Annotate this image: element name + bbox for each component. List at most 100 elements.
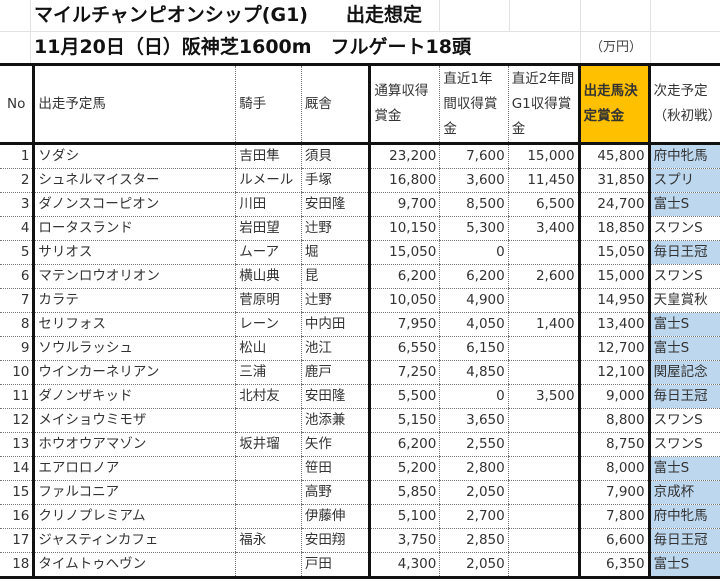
cell-stable[interactable]: 辻野: [300, 216, 370, 241]
cell-next-race[interactable]: 毎日王冠: [647, 240, 720, 265]
cell-total-earnings[interactable]: 4,300: [368, 552, 440, 579]
cell-total-earnings[interactable]: 6,200: [368, 432, 440, 457]
cell-horse[interactable]: クリノプレミアム: [32, 504, 236, 529]
cell-decision-earnings[interactable]: 14,950: [577, 288, 650, 313]
cell-recent-2y-g1-earnings[interactable]: [507, 504, 580, 529]
cell-jockey[interactable]: ルメール: [235, 168, 302, 193]
cell-total-earnings[interactable]: 5,100: [368, 504, 440, 529]
cell-stable[interactable]: 辻野: [300, 288, 370, 313]
header-horse[interactable]: 出走予定馬: [32, 63, 236, 145]
cell-decision-earnings[interactable]: 24,700: [577, 192, 650, 217]
cell-recent-2y-g1-earnings[interactable]: [507, 360, 580, 385]
cell-jockey[interactable]: 三浦: [235, 360, 302, 385]
cell-next-race[interactable]: 毎日王冠: [647, 528, 720, 553]
cell-next-race[interactable]: 富士S: [647, 192, 720, 217]
cell-recent-1y-earnings[interactable]: 2,550: [439, 432, 509, 457]
cell-recent-2y-g1-earnings[interactable]: 3,400: [507, 216, 580, 241]
cell-horse[interactable]: シュネルマイスター: [32, 168, 236, 193]
cell-next-race[interactable]: 富士S: [647, 312, 720, 337]
cell-jockey[interactable]: ムーア: [235, 240, 302, 265]
cell-horse[interactable]: マテンロウオリオン: [32, 264, 236, 289]
cell-stable[interactable]: 手塚: [300, 168, 370, 193]
cell-decision-earnings[interactable]: 31,850: [577, 168, 650, 193]
cell-recent-2y-g1-earnings[interactable]: [507, 480, 580, 505]
cell-horse[interactable]: ロータスランド: [32, 216, 236, 241]
cell-recent-1y-earnings[interactable]: 6,150: [439, 336, 509, 361]
cell-total-earnings[interactable]: 7,950: [368, 312, 440, 337]
cell-decision-earnings[interactable]: 45,800: [577, 143, 650, 169]
cell-decision-earnings[interactable]: 6,350: [577, 552, 650, 579]
cell-next-race[interactable]: スワンS: [647, 216, 720, 241]
cell-total-earnings[interactable]: 7,250: [368, 360, 440, 385]
cell-no[interactable]: 9: [0, 336, 34, 361]
cell-total-earnings[interactable]: 5,150: [368, 408, 440, 433]
cell-decision-earnings[interactable]: 12,700: [577, 336, 650, 361]
cell-total-earnings[interactable]: 5,850: [368, 480, 440, 505]
cell-no[interactable]: 18: [0, 552, 34, 579]
cell-no[interactable]: 2: [0, 168, 34, 193]
cell-decision-earnings[interactable]: 13,400: [577, 312, 650, 337]
cell-decision-earnings[interactable]: 8,000: [577, 456, 650, 481]
cell-next-race[interactable]: 富士S: [647, 336, 720, 361]
cell-stable[interactable]: 矢作: [300, 432, 370, 457]
cell-jockey[interactable]: [235, 456, 302, 481]
cell-total-earnings[interactable]: 5,500: [368, 384, 440, 409]
cell-recent-2y-g1-earnings[interactable]: 3,500: [507, 384, 580, 409]
cell-decision-earnings[interactable]: 12,100: [577, 360, 650, 385]
cell-recent-1y-earnings[interactable]: 0: [439, 240, 509, 265]
cell-recent-1y-earnings[interactable]: 8,500: [439, 192, 509, 217]
header-recent-2y-g1-earnings[interactable]: 直近2年間G1収得賞金: [507, 63, 580, 145]
cell-recent-1y-earnings[interactable]: 5,300: [439, 216, 509, 241]
cell-next-race[interactable]: 府中牝馬: [647, 143, 720, 169]
cell-no[interactable]: 11: [0, 384, 34, 409]
cell-horse[interactable]: メイショウミモザ: [32, 408, 236, 433]
cell-next-race[interactable]: 京成杯: [647, 480, 720, 505]
cell-next-race[interactable]: 関屋記念: [647, 360, 720, 385]
cell-recent-1y-earnings[interactable]: 7,600: [439, 143, 509, 169]
cell-no[interactable]: 17: [0, 528, 34, 553]
cell-next-race[interactable]: 毎日王冠: [647, 384, 720, 409]
cell-stable[interactable]: 昆: [300, 264, 370, 289]
cell-no[interactable]: 10: [0, 360, 34, 385]
cell-horse[interactable]: ソウルラッシュ: [32, 336, 236, 361]
cell-total-earnings[interactable]: 6,200: [368, 264, 440, 289]
cell-recent-1y-earnings[interactable]: 4,900: [439, 288, 509, 313]
cell-recent-1y-earnings[interactable]: 2,850: [439, 528, 509, 553]
cell-horse[interactable]: ダノンザキッド: [32, 384, 236, 409]
cell-decision-earnings[interactable]: 8,800: [577, 408, 650, 433]
cell-recent-2y-g1-earnings[interactable]: [507, 336, 580, 361]
cell-total-earnings[interactable]: 5,200: [368, 456, 440, 481]
cell-total-earnings[interactable]: 15,050: [368, 240, 440, 265]
cell-recent-1y-earnings[interactable]: 3,650: [439, 408, 509, 433]
cell-jockey[interactable]: 川田: [235, 192, 302, 217]
cell-stable[interactable]: 高野: [300, 480, 370, 505]
cell-jockey[interactable]: レーン: [235, 312, 302, 337]
cell-decision-earnings[interactable]: 18,850: [577, 216, 650, 241]
cell-total-earnings[interactable]: 3,750: [368, 528, 440, 553]
cell-recent-2y-g1-earnings[interactable]: [507, 288, 580, 313]
cell-recent-2y-g1-earnings[interactable]: [507, 528, 580, 553]
cell-horse[interactable]: エアロロノア: [32, 456, 236, 481]
cell-horse[interactable]: ソダシ: [32, 143, 236, 169]
cell-jockey[interactable]: 菅原明: [235, 288, 302, 313]
cell-horse[interactable]: カラテ: [32, 288, 236, 313]
cell-no[interactable]: 7: [0, 288, 34, 313]
cell-stable[interactable]: 須貝: [300, 143, 370, 169]
cell-next-race[interactable]: 富士S: [647, 456, 720, 481]
header-decision-earnings[interactable]: 出走馬決定賞金: [577, 63, 650, 145]
cell-stable[interactable]: 安田隆: [300, 192, 370, 217]
cell-stable[interactable]: 鹿戸: [300, 360, 370, 385]
cell-total-earnings[interactable]: 16,800: [368, 168, 440, 193]
cell-total-earnings[interactable]: 9,700: [368, 192, 440, 217]
cell-stable[interactable]: 池江: [300, 336, 370, 361]
cell-horse[interactable]: タイムトゥヘヴン: [32, 552, 236, 579]
cell-total-earnings[interactable]: 10,050: [368, 288, 440, 313]
cell-next-race[interactable]: 富士S: [647, 552, 720, 579]
cell-jockey[interactable]: 北村友: [235, 384, 302, 409]
header-stable[interactable]: 厩舎: [300, 63, 370, 145]
cell-recent-2y-g1-earnings[interactable]: [507, 408, 580, 433]
cell-total-earnings[interactable]: 10,150: [368, 216, 440, 241]
cell-no[interactable]: 6: [0, 264, 34, 289]
cell-no[interactable]: 1: [0, 143, 34, 169]
cell-stable[interactable]: 安田隆: [300, 384, 370, 409]
